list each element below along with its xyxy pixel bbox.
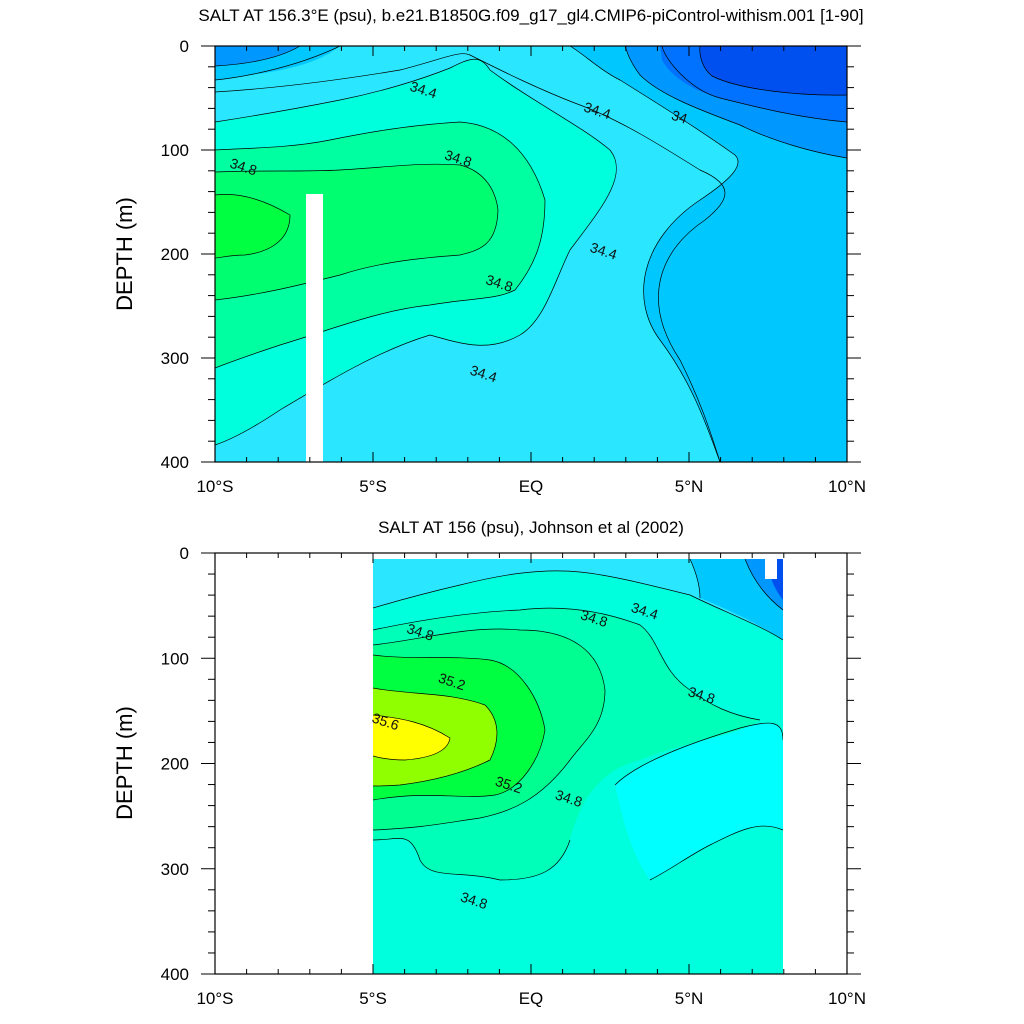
top-missing-column <box>306 194 323 462</box>
x-tick-label: EQ <box>519 477 544 496</box>
y-tick-label: 0 <box>180 37 189 56</box>
x-tick-label: 5°S <box>359 989 387 1008</box>
top-line-34.4 <box>215 53 726 462</box>
y-tick-label: 200 <box>161 245 189 264</box>
bottom-panel: SALT AT 156 (psu), Johnson et al (2002) <box>112 518 866 1008</box>
bottom-fill-35.6 <box>373 715 450 760</box>
bottom-line-34.8 <box>373 628 606 831</box>
bottom-contour-fill <box>373 559 783 974</box>
x-tick-label: 5°N <box>675 477 704 496</box>
y-tick-label: 400 <box>161 965 189 984</box>
top-line-34.2 <box>569 46 739 462</box>
x-tick-label: 10°S <box>196 477 233 496</box>
bottom-line-34.2 <box>689 559 701 599</box>
top-fill-left-surface2 <box>215 46 300 66</box>
top-line-33.6 <box>699 46 847 96</box>
bottom-fill-34.4-right <box>615 723 783 880</box>
bottom-line-34.6 <box>373 607 761 721</box>
x-tick-label: 10°S <box>196 989 233 1008</box>
bottom-line-34.0 <box>744 559 783 611</box>
bottom-line-35.0 <box>373 654 546 801</box>
top-fill-35.2 <box>215 194 290 258</box>
bottom-fill-34.4-top <box>373 559 783 640</box>
top-axes: 10°S 5°S EQ 5°N 10°N 0 100 200 300 400 <box>161 37 866 496</box>
x-tick-label: 5°S <box>359 477 387 496</box>
bottom-line-34.6-right <box>614 722 783 786</box>
top-ylabel: DEPTH (m) <box>112 197 137 311</box>
x-tick-label: 5°N <box>675 989 704 1008</box>
y-tick-label: 200 <box>161 755 189 774</box>
bottom-line-35.2 <box>373 687 498 787</box>
top-contour-lines <box>215 46 847 462</box>
top-title: SALT AT 156.3°E (psu), b.e21.B1850G.f09_… <box>198 6 863 25</box>
top-line-33.8 <box>661 46 847 123</box>
top-line-left-34.2 <box>215 46 341 81</box>
y-tick-label: 300 <box>161 349 189 368</box>
bottom-ylabel: DEPTH (m) <box>112 706 137 820</box>
bottom-line-34.6-lower <box>649 825 783 881</box>
y-tick-label: 100 <box>161 141 189 160</box>
bottom-axes: 10°S 5°S EQ 5°N 10°N 0 100 200 300 400 <box>161 544 866 1008</box>
bottom-missing-patch <box>765 559 777 579</box>
bottom-title: SALT AT 156 (psu), Johnson et al (2002) <box>378 518 684 537</box>
y-tick-label: 400 <box>161 453 189 472</box>
top-fill-34.2 <box>570 46 847 462</box>
top-line-34.6 <box>215 58 617 446</box>
bottom-line-34.8-deep <box>373 838 571 881</box>
contour-label: 34 <box>670 107 690 127</box>
x-tick-label: 10°N <box>828 477 866 496</box>
bottom-line-35.4 <box>373 714 451 761</box>
bottom-contour-lines <box>373 559 783 881</box>
top-panel: SALT AT 156.3°E (psu), b.e21.B1850G.f09_… <box>112 6 866 496</box>
x-tick-label: EQ <box>519 989 544 1008</box>
x-tick-label: 10°N <box>828 989 866 1008</box>
y-tick-label: 300 <box>161 860 189 879</box>
top-fill-33.6 <box>699 46 847 96</box>
y-tick-label: 0 <box>180 544 189 563</box>
bottom-line-34.4 <box>373 570 783 641</box>
top-line-left-34.0 <box>215 46 301 67</box>
top-contour-fill <box>215 46 847 462</box>
top-line-34.0 <box>624 46 847 159</box>
y-tick-label: 100 <box>161 649 189 668</box>
top-fill-35.0 <box>215 164 498 300</box>
top-line-35.0 <box>215 163 499 301</box>
top-line-35.2 <box>215 194 291 259</box>
